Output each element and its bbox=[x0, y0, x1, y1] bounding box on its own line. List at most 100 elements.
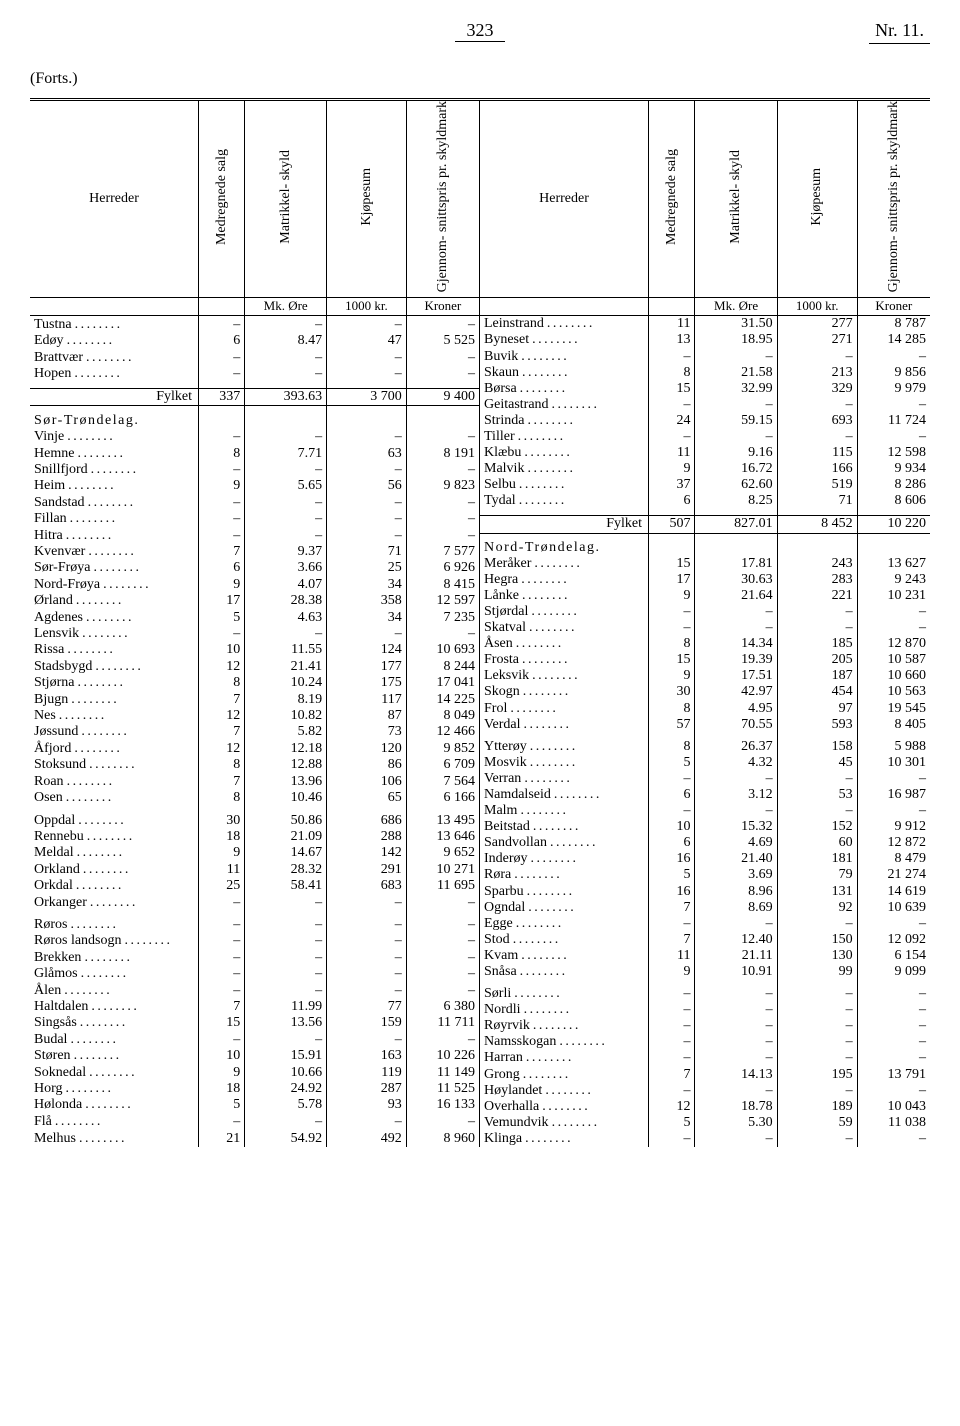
cell: – bbox=[857, 1018, 930, 1034]
cell: 5 bbox=[199, 609, 245, 625]
cell: 11.99 bbox=[245, 999, 327, 1015]
cell: 18.78 bbox=[695, 1099, 777, 1115]
table-row: Lensvik–––– bbox=[30, 626, 480, 642]
cell: – bbox=[695, 1131, 777, 1147]
cell: 10 660 bbox=[857, 668, 930, 684]
cell: – bbox=[245, 527, 327, 543]
table-row: Heim95.65569 823 bbox=[30, 478, 480, 494]
cell: 12 597 bbox=[406, 593, 479, 609]
cell: 177 bbox=[327, 659, 407, 675]
cell: 18.95 bbox=[695, 332, 777, 348]
cell: – bbox=[406, 366, 479, 382]
cell: – bbox=[777, 803, 857, 819]
cell: 47 bbox=[327, 333, 407, 349]
cell: 30 bbox=[649, 684, 695, 700]
cell: 7 bbox=[649, 900, 695, 916]
cell: – bbox=[245, 462, 327, 478]
cell: 8 244 bbox=[406, 659, 479, 675]
table-row: Selbu3762.605198 286 bbox=[480, 477, 930, 493]
cell: 5.30 bbox=[695, 1115, 777, 1131]
cell: 15 bbox=[649, 381, 695, 397]
cell: – bbox=[406, 316, 479, 333]
cell: 10 043 bbox=[857, 1099, 930, 1115]
cell: 17 041 bbox=[406, 675, 479, 691]
cell: – bbox=[327, 366, 407, 382]
cell: 159 bbox=[327, 1015, 407, 1031]
cell: – bbox=[245, 494, 327, 510]
table-row: Namdalseid63.125316 987 bbox=[480, 787, 930, 803]
cell: 45 bbox=[777, 755, 857, 771]
row-name: Snillfjord bbox=[30, 462, 199, 478]
cell: – bbox=[199, 949, 245, 965]
row-name: Malvik bbox=[480, 461, 649, 477]
table-container: Herreder Medregnede salg Matrikkel- skyl… bbox=[30, 98, 930, 1147]
row-name: Stod bbox=[480, 932, 649, 948]
cell: – bbox=[777, 1131, 857, 1147]
cell: 12 bbox=[649, 1099, 695, 1115]
cell: 291 bbox=[327, 861, 407, 877]
cell: – bbox=[245, 949, 327, 965]
cell: 8 bbox=[649, 636, 695, 652]
cell: 11 695 bbox=[406, 878, 479, 894]
cell: – bbox=[406, 933, 479, 949]
table-row: Snåsa910.91999 099 bbox=[480, 964, 930, 980]
cell: 8.19 bbox=[245, 691, 327, 707]
row-name: Strinda bbox=[480, 413, 649, 429]
cell: – bbox=[406, 349, 479, 365]
cell: – bbox=[777, 1034, 857, 1050]
table-row: Soknedal910.6611911 149 bbox=[30, 1064, 480, 1080]
cell: – bbox=[245, 429, 327, 445]
cell: – bbox=[327, 511, 407, 527]
cell: – bbox=[857, 349, 930, 365]
cell: 14 285 bbox=[857, 332, 930, 348]
cell: 8 bbox=[649, 365, 695, 381]
cell: – bbox=[245, 349, 327, 365]
cell: 10 220 bbox=[857, 516, 930, 533]
cell: 86 bbox=[327, 757, 407, 773]
cell: 16 bbox=[649, 851, 695, 867]
cell: 11 bbox=[649, 948, 695, 964]
table-row: Horg1824.9228711 525 bbox=[30, 1081, 480, 1097]
cell: – bbox=[327, 527, 407, 543]
cell: 10 639 bbox=[857, 900, 930, 916]
table-row: Tustna–––– bbox=[30, 316, 480, 333]
table-row: Budal–––– bbox=[30, 1031, 480, 1047]
cell: 358 bbox=[327, 593, 407, 609]
cell: 17.81 bbox=[695, 556, 777, 572]
cell: 14 619 bbox=[857, 884, 930, 900]
unit-mkore: Mk. Øre bbox=[245, 298, 327, 316]
cell: 71 bbox=[327, 544, 407, 560]
cell: – bbox=[695, 620, 777, 636]
cell: – bbox=[245, 982, 327, 998]
cell: 8 606 bbox=[857, 493, 930, 509]
cell: 8 049 bbox=[406, 708, 479, 724]
cell: – bbox=[649, 1018, 695, 1034]
cell: 10 bbox=[199, 1048, 245, 1064]
table-row: Børsa1532.993299 979 bbox=[480, 381, 930, 397]
cell: – bbox=[245, 366, 327, 382]
row-name: Åfjord bbox=[30, 741, 199, 757]
table-row: Leinstrand1131.502778 787 bbox=[480, 316, 930, 333]
row-name: Haltdalen bbox=[30, 999, 199, 1015]
cell: – bbox=[406, 917, 479, 933]
cell: 8.69 bbox=[695, 900, 777, 916]
cell: 9 979 bbox=[857, 381, 930, 397]
row-name: Ørland bbox=[30, 593, 199, 609]
total-label: Fylket bbox=[480, 516, 649, 533]
cell: 12 598 bbox=[857, 445, 930, 461]
table-row: Hitra–––– bbox=[30, 527, 480, 543]
row-name: Harran bbox=[480, 1050, 649, 1066]
unit-blank2 bbox=[199, 298, 245, 316]
cell: 8 960 bbox=[406, 1130, 479, 1147]
cell: – bbox=[245, 1114, 327, 1130]
row-name: Vemundvik bbox=[480, 1115, 649, 1131]
cell: – bbox=[199, 494, 245, 510]
table-row: Beitstad1015.321529 912 bbox=[480, 819, 930, 835]
col-medregnede: Medregnede salg bbox=[199, 100, 245, 298]
cell: – bbox=[327, 626, 407, 642]
row-name: Hegra bbox=[480, 572, 649, 588]
cell: 59 bbox=[777, 1115, 857, 1131]
cell: 283 bbox=[777, 572, 857, 588]
cell: – bbox=[695, 1050, 777, 1066]
cell: 4.95 bbox=[695, 701, 777, 717]
